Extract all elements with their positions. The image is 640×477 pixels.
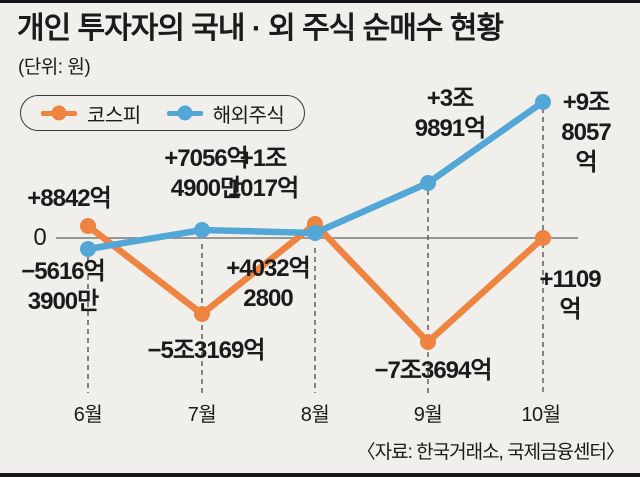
chart-title: 개인 투자자의 국내 · 외 주식 순매수 현황 <box>17 12 504 45</box>
point-label-kospi-aug: +4032억 2800 <box>226 255 310 312</box>
legend: 코스피 해외주식 <box>20 95 306 131</box>
point-label-kospi-jun: +8842억 <box>27 185 111 212</box>
point-label-kospi-sep: −7조3694억 <box>374 357 493 384</box>
x-axis-label-jun: 6월 <box>73 404 103 426</box>
x-axis-label-oct: 10월 <box>521 404 561 426</box>
overseas-point-4 <box>535 94 551 110</box>
x-axis-label-jul: 7월 <box>187 404 217 426</box>
kospi-point-3 <box>420 334 436 350</box>
top-border-bar <box>0 0 640 3</box>
point-label-overseas-oct: +9조 8057억 <box>561 89 611 176</box>
overseas-point-2 <box>307 225 323 241</box>
zero-axis-label: 0 <box>33 224 47 251</box>
overseas-line-marker-icon <box>166 110 203 116</box>
overseas-point-1 <box>194 222 210 238</box>
bottom-border-bar <box>0 473 640 477</box>
legend-label-overseas: 해외주식 <box>212 104 285 127</box>
point-label-overseas-jul: +7056억 4900만 <box>164 145 248 202</box>
kospi-point-0 <box>80 218 96 234</box>
x-axis-label-sep: 9월 <box>413 404 443 426</box>
legend-item-kospi: 코스피 <box>41 99 141 128</box>
point-label-kospi-oct: +1109억 <box>539 266 601 323</box>
point-label-kospi-jul: −5조3169억 <box>147 337 266 364</box>
kospi-point-4 <box>535 230 551 246</box>
point-label-overseas-jun: −5616억 3900만 <box>21 258 105 315</box>
legend-label-kospi: 코스피 <box>87 104 141 127</box>
x-axis-label-aug: 8월 <box>300 404 330 426</box>
point-label-overseas-sep: +3조 9891억 <box>414 85 486 142</box>
kospi-point-1 <box>194 306 210 322</box>
overseas-point-0 <box>80 241 96 257</box>
kospi-line-marker-icon <box>41 110 77 116</box>
overseas-point-3 <box>420 175 436 191</box>
legend-item-overseas: 해외주식 <box>166 99 285 128</box>
source-credit: 〈자료: 한국거래소, 국제금융센터〉 <box>356 442 625 463</box>
unit-label: (단위: 원) <box>18 57 91 78</box>
point-label-overseas-aug: +1조 1017억 <box>227 145 299 202</box>
